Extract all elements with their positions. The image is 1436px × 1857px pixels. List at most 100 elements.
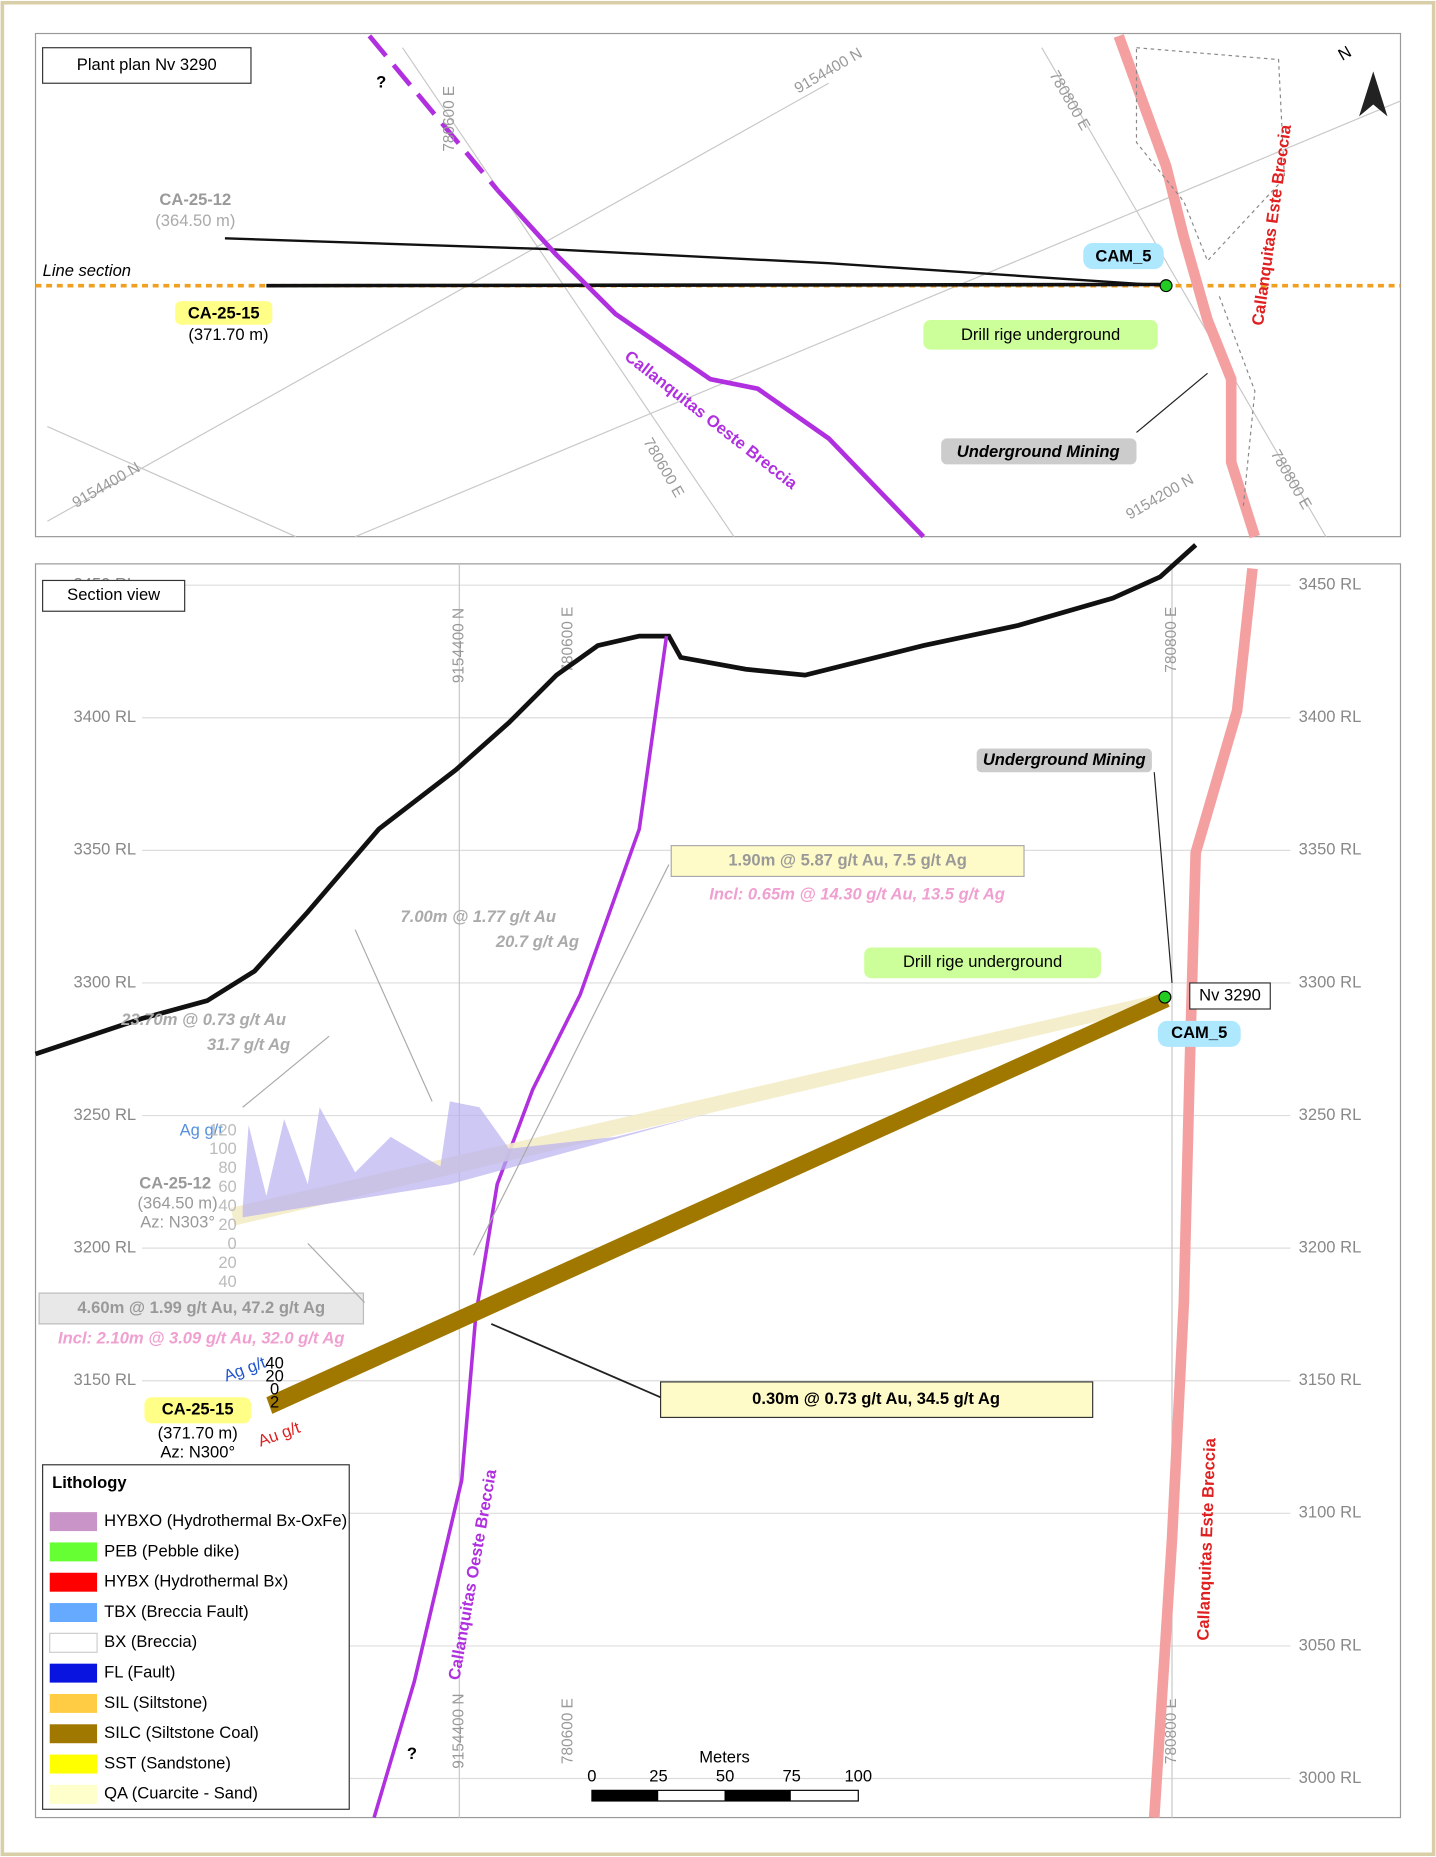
drill-rig-point [1159, 279, 1173, 293]
line-section-label: Line section [43, 261, 131, 280]
grid-label: 780600 E [559, 1698, 576, 1764]
legend-swatch [49, 1754, 98, 1774]
grid-label: 780800 E [1163, 1698, 1180, 1764]
plan-grid [47, 47, 1401, 538]
axis-label: Ag g/t [180, 1120, 224, 1139]
incl-label: Incl: 0.65m @ 14.30 g/t Au, 13.5 g/t Ag [709, 885, 1005, 904]
label-highlight [1083, 243, 1164, 270]
legend-swatch [49, 1603, 98, 1622]
legend-label: SILC (Siltstone Coal) [104, 1723, 259, 1742]
label-highlight [864, 947, 1101, 979]
legend-label: FL (Fault) [104, 1663, 175, 1682]
incl-label: Incl: 2.10m @ 3.09 g/t Au, 32.0 g/t Ag [58, 1329, 344, 1348]
legend-swatch [49, 1693, 98, 1713]
legend-swatch [49, 1632, 98, 1653]
rl-label: 3200 RL [1299, 1238, 1362, 1257]
rl-label: 3000 RL [1299, 1768, 1362, 1787]
drill-rig-point [1158, 990, 1172, 1004]
drill-rig-label: Drill rige underground [903, 952, 1062, 971]
intercept-label: 4.60m @ 1.99 g/t Au, 47.2 g/t Ag [77, 1298, 325, 1317]
scale-segment [591, 1790, 659, 1801]
hole-azimuth: Az: N300° [160, 1442, 235, 1461]
hole-depth: (371.70 m) [188, 325, 268, 344]
scale-bar: Meters 0 25 50 75 100 [587, 1748, 872, 1802]
rl-label: 3100 RL [1299, 1503, 1362, 1522]
rl-label: 3450 RL [1299, 575, 1362, 594]
drill-trace-ca-25-15 [266, 282, 1167, 288]
hole-depth: (364.50 m) [155, 211, 235, 230]
leader-line [354, 929, 433, 1102]
rl-label: 3350 RL [1299, 840, 1362, 859]
grid-label: 780600 E [441, 86, 458, 152]
label-highlight [1157, 1020, 1241, 1047]
legend-swatch [49, 1512, 98, 1532]
underground-workings [1135, 47, 1286, 510]
hist-tick: 2 [270, 1393, 279, 1412]
rl-label: 3150 RL [74, 1370, 137, 1389]
rl-label: 3300 RL [74, 972, 137, 991]
scale-title: Meters [699, 1748, 750, 1767]
intercept-label: 0.30m @ 0.73 g/t Au, 34.5 g/t Ag [752, 1389, 1000, 1408]
leader-line [490, 1323, 661, 1399]
legend-label: HYBX (Hydrothermal Bx) [104, 1572, 288, 1591]
rl-label: 3400 RL [74, 707, 137, 726]
hole-label: CA-25-15 [162, 1400, 234, 1419]
label-highlight [659, 1381, 1094, 1419]
grid-label: 9154400 N [450, 1694, 467, 1769]
hist-tick: 0 [270, 1380, 279, 1399]
oeste-fault [372, 635, 669, 1819]
grid-label: 9154400 N [450, 608, 467, 683]
intercept-label: 1.90m @ 5.87 g/t Au, 7.5 g/t Ag [728, 850, 967, 869]
hist-tick: 20 [265, 1367, 283, 1386]
drill-rig-label: Drill rige underground [961, 325, 1120, 344]
cam-label: CAM_5 [1095, 247, 1151, 266]
hist-tick: 120 [209, 1120, 237, 1139]
leader-line [307, 1242, 366, 1304]
este-fault [1148, 568, 1258, 1818]
drill-trace-ca-25-12 [224, 237, 1167, 287]
oeste-fault [495, 188, 926, 539]
leader-line [242, 1035, 330, 1108]
ag-histogram [242, 1101, 711, 1218]
legend: Lithology HYBXO (Hydrothermal Bx-OxFe) PE… [42, 1464, 350, 1810]
intercept-label: 23.70m @ 0.73 g/t Au [120, 1010, 286, 1029]
hole-depth: (364.50 m) [138, 1194, 218, 1213]
plan-title-box [42, 47, 252, 84]
oeste-fault-dashed [367, 34, 500, 192]
hole-label: CA-25-15 [188, 303, 260, 322]
hole-label: CA-25-12 [139, 1174, 211, 1193]
hole-depth: (371.70 m) [158, 1423, 238, 1442]
mining-label: Underground Mining [957, 442, 1120, 461]
legend-label: TBX (Breccia Fault) [104, 1602, 249, 1621]
legend-label: PEB (Pebble dike) [104, 1541, 239, 1560]
leader-line [473, 864, 670, 1256]
label-highlight [175, 301, 273, 325]
label-highlight [923, 320, 1158, 350]
hist-tick: 20 [218, 1215, 236, 1234]
intercept-label: 31.7 g/t Ag [207, 1035, 290, 1054]
leader-line [1153, 772, 1173, 984]
grid-line [1041, 47, 1327, 537]
grid-line [402, 47, 735, 537]
legend-swatch [49, 1542, 98, 1562]
level-box [1189, 982, 1271, 1010]
grid-line [354, 100, 1401, 538]
label-highlight [144, 1397, 251, 1424]
hole-azimuth: Az: N303° [140, 1213, 215, 1232]
hist-tick: 40 [265, 1354, 283, 1373]
mining-label: Underground Mining [983, 750, 1146, 769]
label-highlight [941, 438, 1137, 465]
legend-label: QA (Cuarcite - Sand) [104, 1784, 258, 1803]
este-fault [1113, 34, 1260, 539]
hist-tick: 40 [218, 1196, 236, 1215]
hist-tick: 20 [218, 1253, 236, 1272]
hist-tick: 60 [218, 1177, 236, 1196]
rl-label: 3050 RL [1299, 1635, 1362, 1654]
legend-swatch [49, 1572, 98, 1592]
scale-segment [724, 1790, 791, 1801]
legend-label: SST (Sandstone) [104, 1753, 231, 1772]
section-title-box [42, 579, 186, 612]
